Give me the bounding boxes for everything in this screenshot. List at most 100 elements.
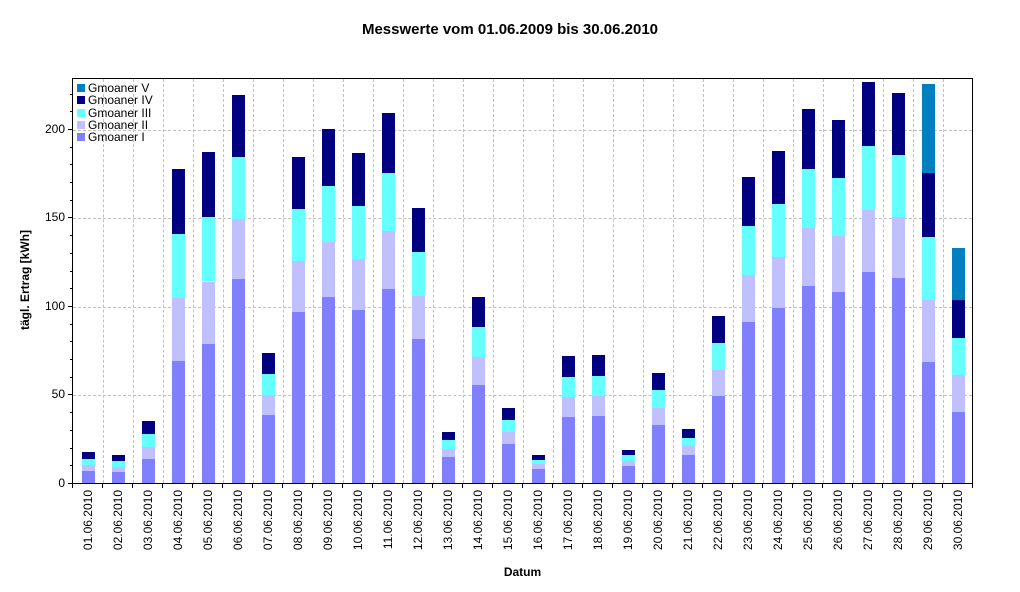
y-tick-mark (70, 412, 72, 414)
bar-segment-gmoaner-ii (231, 219, 245, 279)
bar-segment-gmoaner-iii (411, 251, 425, 296)
x-tick-label: 16.06.2010 (531, 490, 545, 551)
vertical-gridline (133, 79, 134, 483)
y-tick-mark (68, 483, 72, 484)
vertical-gridline (733, 79, 734, 483)
bar-segment-gmoaner-iii (531, 459, 545, 464)
legend-swatch (77, 133, 85, 142)
bar-segment-gmoaner-i (141, 459, 155, 484)
y-tick-mark (68, 128, 72, 130)
bar-segment-gmoaner-iii (921, 237, 935, 301)
x-tick-label: 14.06.2010 (471, 490, 485, 551)
vertical-gridline (343, 79, 344, 483)
bar-segment-gmoaner-iii (321, 186, 335, 243)
bar-segment-gmoaner-i (201, 344, 215, 484)
bar-segment-gmoaner-iv (561, 355, 575, 377)
vertical-gridline (163, 79, 164, 483)
y-tick-label: 200 (44, 121, 65, 136)
bar-segment-gmoaner-ii (741, 274, 755, 323)
vertical-gridline (883, 79, 884, 483)
legend-item-gmoaner-i: Gmoaner I (77, 131, 153, 143)
bar-segment-gmoaner-iv (951, 299, 965, 338)
bar-segment-gmoaner-ii (651, 408, 665, 426)
legend-label: Gmoaner II (88, 117, 149, 132)
vertical-gridline (763, 79, 764, 483)
x-tick-mark (222, 484, 223, 488)
bar-segment-gmoaner-ii (891, 216, 905, 278)
bar-segment-gmoaner-iv (471, 296, 485, 327)
x-tick-label: 05.06.2010 (201, 490, 215, 551)
bar-segment-gmoaner-iii (861, 145, 875, 210)
vertical-gridline (313, 79, 314, 483)
x-tick-label: 25.06.2010 (801, 490, 815, 551)
x-tick-label: 02.06.2010 (111, 490, 125, 551)
bar-segment-gmoaner-i (441, 456, 455, 484)
bar-segment-gmoaner-i (261, 414, 275, 484)
vertical-gridline (583, 79, 584, 483)
y-tick-mark (70, 288, 72, 290)
y-tick-mark (70, 465, 72, 467)
bar-segment-gmoaner-iv (621, 450, 635, 455)
x-tick-label: 23.06.2010 (741, 490, 755, 551)
y-tick-mark (70, 359, 72, 361)
vertical-gridline (853, 79, 854, 483)
x-tick-label: 03.06.2010 (141, 490, 155, 551)
x-tick-mark (402, 484, 403, 488)
vertical-gridline (403, 79, 404, 483)
bar-segment-gmoaner-iii (351, 205, 365, 259)
horizontal-gridline (73, 129, 972, 131)
plot-area (73, 78, 973, 484)
vertical-gridline (793, 79, 794, 483)
bar-segment-gmoaner-i (801, 285, 815, 484)
bar-segment-gmoaner-iv (591, 354, 605, 377)
bar-segment-gmoaner-iii (141, 434, 155, 448)
bar-segment-gmoaner-ii (921, 300, 935, 363)
bar-segment-gmoaner-iii (231, 157, 245, 219)
y-tick-mark (70, 323, 72, 325)
bar-segment-gmoaner-i (171, 360, 185, 484)
x-tick-mark (162, 484, 163, 488)
bar-segment-gmoaner-iv (351, 152, 365, 206)
bar-segment-gmoaner-iv (291, 156, 305, 209)
legend-item-gmoaner-iii: Gmoaner III (77, 106, 153, 119)
bar-segment-gmoaner-iv (381, 112, 395, 173)
bar-segment-gmoaner-i (531, 468, 545, 484)
bar-segment-gmoaner-ii (351, 259, 365, 310)
x-tick-label: 22.06.2010 (711, 490, 725, 551)
bar-segment-gmoaner-ii (621, 460, 635, 466)
vertical-gridline (523, 79, 524, 483)
x-tick-mark (762, 484, 763, 488)
x-tick-mark (522, 484, 523, 488)
bar-segment-gmoaner-iii (831, 177, 845, 236)
x-tick-mark (942, 484, 943, 488)
bar-segment-gmoaner-ii (831, 236, 845, 292)
bar-segment-gmoaner-iv (681, 429, 695, 439)
bar-segment-gmoaner-iii (801, 168, 815, 228)
bar-segment-gmoaner-iv (201, 151, 215, 217)
x-tick-mark (192, 484, 193, 488)
bar-segment-gmoaner-i (921, 362, 935, 484)
x-tick-mark (552, 484, 553, 488)
legend-swatch (77, 121, 85, 130)
bar-segment-gmoaner-iv (741, 176, 755, 226)
bar-segment-gmoaner-iv (651, 373, 665, 390)
bar-segment-gmoaner-iv (141, 421, 155, 435)
bar-segment-gmoaner-ii (111, 467, 125, 472)
bar-segment-gmoaner-iv (921, 172, 935, 238)
bar-segment-gmoaner-iii (651, 390, 665, 409)
vertical-gridline (673, 79, 674, 483)
bar-segment-gmoaner-ii (441, 448, 455, 457)
vertical-gridline (193, 79, 194, 483)
bar-segment-gmoaner-iii (471, 326, 485, 358)
x-tick-mark (852, 484, 853, 488)
bar-segment-gmoaner-ii (321, 242, 335, 298)
y-tick-mark (68, 394, 72, 396)
bar-segment-gmoaner-iv (321, 129, 335, 187)
y-tick-mark (70, 235, 72, 237)
bar-segment-gmoaner-i (81, 471, 95, 484)
y-tick-mark (70, 164, 72, 166)
bar-segment-gmoaner-ii (411, 295, 425, 339)
bar-segment-gmoaner-i (111, 471, 125, 484)
bar-segment-gmoaner-i (681, 454, 695, 484)
bar-segment-gmoaner-i (351, 309, 365, 484)
